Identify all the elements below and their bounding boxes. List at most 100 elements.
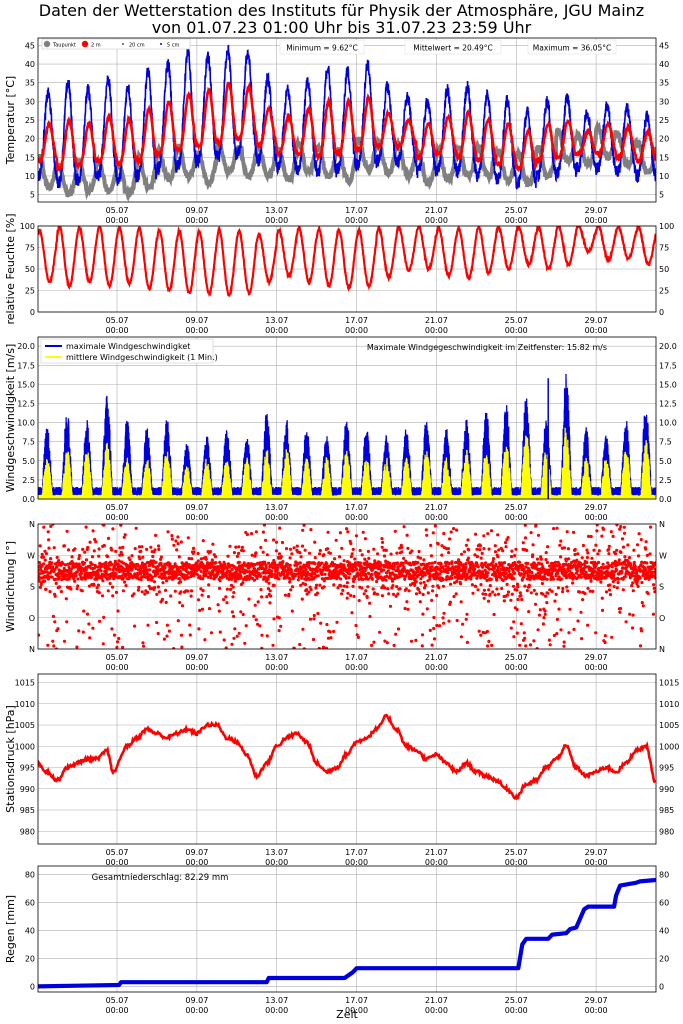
y-axis-label: Windgeschwindigkeit [m/s] xyxy=(4,344,17,493)
y-tick-label-left: 25 xyxy=(25,287,35,296)
panel-frame xyxy=(37,865,657,993)
legend-marker xyxy=(81,40,89,48)
x-tick-time: 00:00 xyxy=(185,1006,208,1015)
temp-5cm-series xyxy=(38,44,656,190)
legend-label: 20 cm xyxy=(129,43,145,49)
temp-2m-series xyxy=(38,81,656,173)
y-tick-label-left: 20 xyxy=(25,135,35,144)
x-tick-time: 00:00 xyxy=(265,326,288,335)
y-tick-label-right: 80 xyxy=(659,870,669,879)
plot-area xyxy=(38,877,656,989)
x-tick-time: 00:00 xyxy=(185,326,208,335)
y-tick-label-left: 10 xyxy=(25,172,35,181)
y-tick-label-left: 20.0 xyxy=(17,342,35,351)
y-tick-label-right: 980 xyxy=(659,827,674,836)
x-tick-time: 00:00 xyxy=(585,513,608,522)
x-tick-date: 29.07 xyxy=(585,503,608,512)
y-tick-label-left: 1015 xyxy=(15,679,35,688)
y-tick-label-right: 7.5 xyxy=(659,438,672,447)
x-tick-date: 09.07 xyxy=(185,316,208,325)
legend-label: mittlere Windgeschwindigkeit (1 Min.) xyxy=(66,353,218,362)
x-tick-date: 21.07 xyxy=(425,206,448,215)
x-tick-date: 09.07 xyxy=(185,503,208,512)
y-tick-label-right: 0.0 xyxy=(659,495,672,504)
x-tick-date: 17.07 xyxy=(345,206,368,215)
x-tick-time: 00:00 xyxy=(505,663,528,672)
legend-box xyxy=(41,38,191,50)
stat-box xyxy=(527,39,617,55)
y-tick-label-left: O xyxy=(29,614,35,623)
rain-total-annotation: Gesamtniederschlag: 82.29 mm xyxy=(92,873,229,883)
x-tick-date: 13.07 xyxy=(265,848,288,857)
y-tick-label-right: N xyxy=(659,645,665,654)
x-tick-time: 00:00 xyxy=(505,1006,528,1015)
x-tick-date: 29.07 xyxy=(585,206,608,215)
x-tick-date: 21.07 xyxy=(425,996,448,1005)
x-tick-date: 25.07 xyxy=(505,316,528,325)
x-tick-date: 21.07 xyxy=(425,503,448,512)
pressure-series xyxy=(38,713,656,801)
x-tick-time: 00:00 xyxy=(265,216,288,225)
y-tick-label-right: 1015 xyxy=(659,679,679,688)
y-tick-label-left: 17.5 xyxy=(17,361,35,370)
humidity-series xyxy=(38,226,656,298)
x-tick-time: 00:00 xyxy=(265,513,288,522)
y-tick-label-right: 995 xyxy=(659,764,674,773)
x-tick-time: 00:00 xyxy=(105,858,128,867)
y-tick-label-left: 50 xyxy=(25,265,35,274)
y-tick-label-left: 0 xyxy=(30,308,35,317)
x-tick-time: 00:00 xyxy=(265,1006,288,1015)
y-tick-label-left: 12.5 xyxy=(17,399,35,408)
y-axis-label: Stationsdruck [hPa] xyxy=(4,705,17,813)
x-tick-date: 25.07 xyxy=(505,996,528,1005)
x-tick-date: 17.07 xyxy=(345,996,368,1005)
x-tick-date: 05.07 xyxy=(106,503,129,512)
y-tick-label-right: 1005 xyxy=(659,721,679,730)
temperature-panel: 5 5 10 10 15 15 20 20 25 25 30 30 35 35 40 40 45 45 Temper… xyxy=(4,37,669,225)
x-tick-time: 00:00 xyxy=(185,513,208,522)
y-tick-label-left: 75 xyxy=(25,244,35,253)
x-tick-time: 00:00 xyxy=(105,326,128,335)
panel-frame xyxy=(37,37,657,203)
x-tick-date: 13.07 xyxy=(265,653,288,662)
y-tick-label-right: 45 xyxy=(659,41,669,50)
x-tick-date: 05.07 xyxy=(106,848,129,857)
y-tick-label-left: 985 xyxy=(20,806,35,815)
y-tick-label-right: 25 xyxy=(659,287,669,296)
x-tick-time: 00:00 xyxy=(265,858,288,867)
y-tick-label-left: 20 xyxy=(25,954,35,963)
y-axis-label: Temperatur [°C] xyxy=(4,76,17,165)
legend: Taupunkt 2 m 20 cm 5 cm xyxy=(41,38,191,50)
y-tick-label-right: 990 xyxy=(659,785,674,794)
x-tick-date: 17.07 xyxy=(345,503,368,512)
plot-area xyxy=(38,713,656,801)
y-tick-label-left: W xyxy=(27,551,35,560)
x-tick-time: 00:00 xyxy=(185,663,208,672)
x-tick-time: 00:00 xyxy=(345,513,368,522)
x-tick-time: 00:00 xyxy=(505,513,528,522)
x-tick-date: 13.07 xyxy=(265,316,288,325)
legend-marker xyxy=(122,43,124,45)
y-tick-label-left: 7.5 xyxy=(22,438,35,447)
x-tick-time: 00:00 xyxy=(505,858,528,867)
x-tick-time: 00:00 xyxy=(105,513,128,522)
y-axis-label: relative Feuchte [%] xyxy=(4,213,17,324)
legend-label: Taupunkt xyxy=(52,43,76,49)
y-tick-label-left: 35 xyxy=(25,79,35,88)
x-tick-date: 17.07 xyxy=(345,848,368,857)
panel-frame xyxy=(37,336,657,500)
x-tick-date: 21.07 xyxy=(425,653,448,662)
stat-box xyxy=(404,39,502,55)
x-tick-time: 00:00 xyxy=(105,216,128,225)
y-tick-label-left: 5 xyxy=(30,191,35,200)
x-tick-date: 13.07 xyxy=(265,503,288,512)
stat-label: Minimum = 9.62°C xyxy=(286,44,358,53)
x-tick-time: 00:00 xyxy=(425,663,448,672)
mean-wind-series xyxy=(38,427,656,499)
x-tick-time: 00:00 xyxy=(585,1006,608,1015)
plot-area xyxy=(38,44,656,202)
y-tick-label-right: 17.5 xyxy=(659,361,677,370)
y-tick-label-right: 60 xyxy=(659,898,669,907)
legend-label: maximale Windgeschwindigket xyxy=(66,342,190,351)
